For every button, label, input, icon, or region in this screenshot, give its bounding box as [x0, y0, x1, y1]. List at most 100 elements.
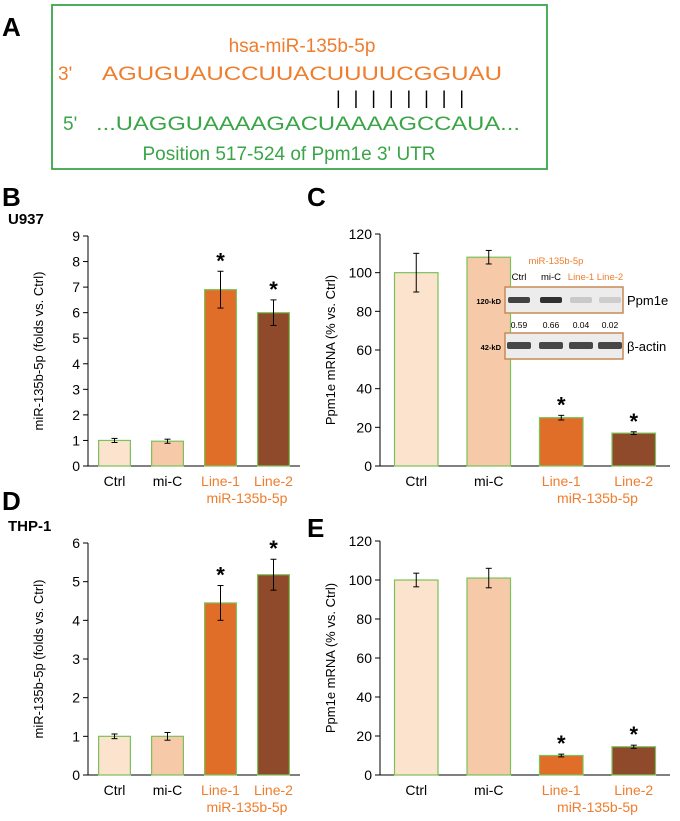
blot-group-label: miR-135b-5p: [529, 256, 584, 267]
bar-mi-c: [151, 735, 185, 776]
x-tick-label: Ctrl: [104, 782, 126, 798]
y-tick-label: 100: [349, 265, 373, 281]
group-label: miR-135b-5p: [557, 799, 638, 815]
sequence-box: [51, 4, 548, 170]
actin-band: [598, 342, 622, 349]
y-tick-label: 8: [72, 254, 80, 270]
significance-marker: *: [269, 277, 278, 302]
utr-5prime-label: 5': [63, 114, 77, 135]
y-tick-label: 20: [356, 419, 372, 435]
x-tick-label: Line-2: [614, 473, 653, 489]
panel-label-e: E: [307, 513, 324, 543]
y-axis-label: Ppm1e mRNA (% vs. Ctrl): [323, 583, 338, 733]
blot-marker-42kd: 42-kD: [481, 343, 502, 352]
y-axis-label: miR-135b-5p (folds vs. Ctrl): [31, 580, 46, 739]
bar-ctrl: [393, 272, 439, 467]
significance-marker: *: [269, 536, 278, 561]
base-pairing-lines: | | | | | | | |: [336, 88, 464, 108]
x-tick-label: mi-C: [153, 473, 183, 489]
y-tick-label: 60: [356, 650, 372, 666]
blot-lane-mic: mi-C: [541, 272, 561, 283]
y-tick-label: 80: [356, 303, 372, 319]
bar-mi-c: [466, 256, 512, 467]
x-tick-label: Ctrl: [405, 782, 427, 798]
bar-line-1: [204, 289, 238, 467]
y-axis-label: miR-135b-5p (folds vs. Ctrl): [31, 272, 46, 431]
bar-ctrl: [393, 579, 439, 776]
y-axis-label: Ppm1e mRNA (% vs. Ctrl): [323, 275, 338, 425]
x-tick-label: Line-2: [254, 782, 293, 798]
y-tick-label: 6: [72, 535, 80, 551]
mirna-sequence: AGUGUAUCCUUACUUUUCGGUAU: [102, 64, 502, 85]
y-tick-label: 100: [349, 572, 373, 588]
significance-marker: *: [629, 722, 638, 747]
x-tick-label: Line-1: [542, 473, 581, 489]
y-tick-label: 40: [356, 381, 372, 397]
x-tick-label: mi-C: [153, 782, 183, 798]
y-tick-label: 60: [356, 342, 372, 358]
bar-line-1: [204, 602, 238, 776]
significance-marker: *: [216, 563, 225, 588]
panel-label-b: B: [2, 182, 21, 212]
y-tick-label: 5: [72, 574, 80, 590]
ppm1e-band: [599, 297, 621, 303]
actin-band: [507, 342, 531, 349]
blot-quant-line1: 0.04: [573, 320, 590, 330]
x-tick-label: Ctrl: [405, 473, 427, 489]
blot-marker-120kd: 120-kD: [476, 297, 501, 306]
utr-position-label: Position 517-524 of Ppm1e 3' UTR: [142, 144, 435, 165]
y-tick-label: 4: [72, 356, 80, 372]
blot-lane-ctrl: Ctrl: [512, 272, 527, 283]
bar-line-2: [611, 432, 657, 467]
bar-mi-c: [151, 440, 185, 467]
y-tick-label: 1: [72, 432, 80, 448]
y-tick-label: 7: [72, 279, 80, 295]
x-tick-label: Line-2: [254, 473, 293, 489]
x-tick-label: mi-C: [474, 473, 504, 489]
y-tick-label: 3: [72, 651, 80, 667]
actin-band: [569, 342, 593, 349]
actin-band: [539, 342, 563, 349]
ppm1e-band: [508, 297, 530, 303]
y-tick-label: 40: [356, 689, 372, 705]
y-tick-label: 80: [356, 611, 372, 627]
chart-u937-ppm1e-mrna: Ppm1e mRNA (% vs. Ctrl) 0 20 40 60 80 100 120 Ct…: [323, 226, 670, 506]
bar-line-1: [538, 754, 584, 776]
x-tick-label: mi-C: [474, 782, 504, 798]
y-tick-label: 1: [72, 728, 80, 744]
panel-label-d: D: [2, 486, 21, 516]
ppm1e-band: [570, 297, 592, 303]
y-tick-label: 5: [72, 330, 80, 346]
y-tick-label: 2: [72, 407, 80, 423]
blot-protein-actin: β-actin: [627, 339, 666, 354]
blot-protein-ppm1e: Ppm1e: [627, 293, 668, 308]
y-tick-label: 0: [72, 458, 80, 474]
y-tick-label: 20: [356, 728, 372, 744]
y-tick-label: 9: [72, 228, 80, 244]
y-tick-label: 0: [72, 767, 80, 783]
y-tick-label: 0: [364, 458, 372, 474]
ppm1e-bands: [508, 297, 621, 303]
blot-quant-ctrl: 0.59: [511, 320, 528, 330]
y-tick-label: 6: [72, 305, 80, 321]
y-tick-label: 120: [349, 226, 373, 242]
mirna-name: hsa-miR-135b-5p: [229, 36, 376, 57]
y-tick-label: 3: [72, 381, 80, 397]
y-tick-label: 2: [72, 690, 80, 706]
chart-u937-mir135b: U937 miR-135b-5p (folds vs. Ctrl) 0 1 2 3 4 5 6 7…: [8, 211, 300, 506]
bar-mi-c: [466, 577, 512, 776]
chart-title: U937: [8, 211, 44, 228]
group-label: miR-135b-5p: [557, 490, 638, 506]
blot-quant-line2: 0.02: [602, 320, 619, 330]
group-label: miR-135b-5p: [207, 799, 288, 815]
chart-title: THP-1: [8, 518, 51, 535]
blot-lane-line2: Line-2: [597, 272, 623, 283]
panel-label-c: C: [307, 182, 326, 212]
y-tick-label: 4: [72, 612, 80, 628]
group-label: miR-135b-5p: [207, 490, 288, 506]
bar-ctrl: [97, 735, 131, 776]
bar-line-1: [538, 417, 584, 467]
blot-lane-line1: Line-1: [568, 272, 594, 283]
x-tick-label: Line-1: [201, 473, 240, 489]
